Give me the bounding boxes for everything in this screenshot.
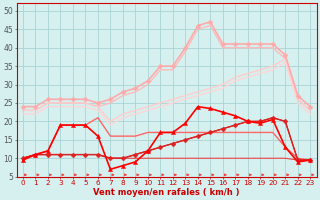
X-axis label: Vent moyen/en rafales ( km/h ): Vent moyen/en rafales ( km/h ) <box>93 188 240 197</box>
